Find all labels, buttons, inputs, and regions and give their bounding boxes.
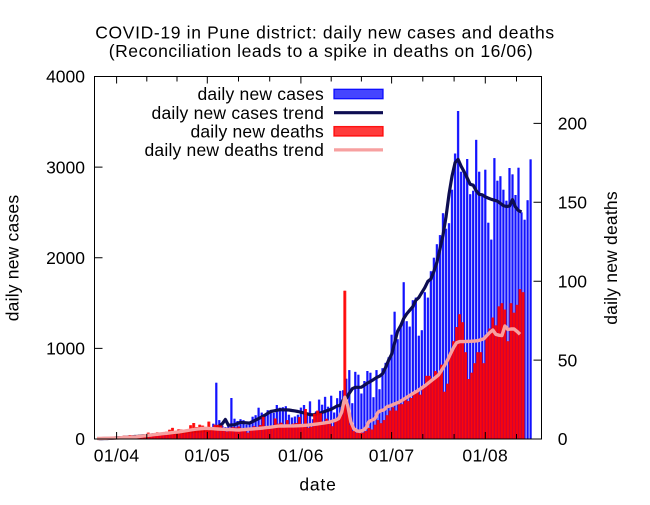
svg-text:2000: 2000 (46, 248, 85, 268)
svg-text:daily new cases trend: daily new cases trend (152, 103, 324, 123)
svg-text:daily new cases: daily new cases (197, 84, 324, 104)
svg-text:daily new deaths: daily new deaths (601, 191, 621, 325)
svg-text:daily new deaths trend: daily new deaths trend (144, 140, 324, 160)
svg-text:100: 100 (558, 271, 587, 291)
svg-text:0: 0 (75, 429, 85, 449)
svg-text:daily new cases: daily new cases (3, 195, 23, 322)
svg-text:4000: 4000 (46, 67, 85, 87)
svg-text:01/04: 01/04 (94, 446, 140, 466)
svg-text:150: 150 (558, 193, 587, 213)
svg-text:0: 0 (558, 429, 568, 449)
svg-text:01/05: 01/05 (184, 446, 230, 466)
svg-text:200: 200 (558, 114, 587, 134)
svg-text:01/06: 01/06 (278, 446, 324, 466)
svg-text:COVID-19 in Pune district: dai: COVID-19 in Pune district: daily new cas… (95, 22, 555, 42)
svg-text:01/07: 01/07 (369, 446, 415, 466)
svg-text:50: 50 (558, 350, 578, 370)
svg-text:date: date (299, 475, 336, 495)
svg-text:1000: 1000 (46, 339, 85, 359)
svg-text:(Reconciliation leads to a spi: (Reconciliation leads to a spike in deat… (109, 41, 534, 61)
svg-text:01/08: 01/08 (462, 446, 508, 466)
svg-text:3000: 3000 (46, 157, 85, 177)
svg-text:daily new deaths: daily new deaths (190, 122, 324, 142)
